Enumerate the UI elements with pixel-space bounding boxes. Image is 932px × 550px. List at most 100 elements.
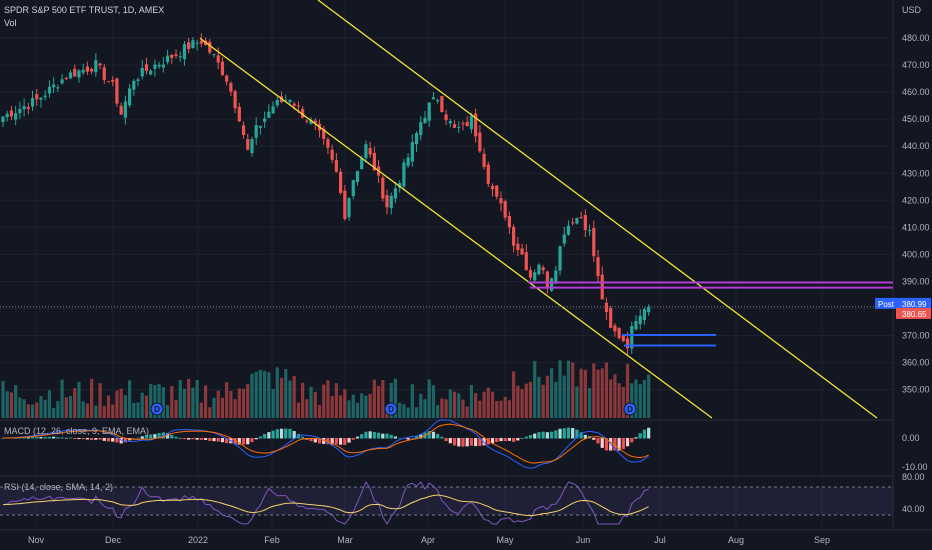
volume-bar: [225, 382, 229, 418]
candle-body: [191, 40, 195, 49]
candle-body: [258, 125, 263, 128]
price-tick-label: 400.00: [902, 249, 930, 259]
macd-histogram-bar: [385, 433, 389, 439]
macd-histogram-bar: [140, 436, 144, 439]
candle-body: [609, 308, 613, 328]
macd-histogram-bar: [73, 438, 77, 439]
volume-bars: [1, 360, 651, 418]
volume-bar: [313, 391, 317, 418]
macd-histogram-bar: [381, 433, 385, 439]
macd-histogram-bar: [490, 438, 495, 444]
rsi-tick-label: 80.00: [902, 472, 925, 482]
macd-histogram-bar: [457, 438, 461, 447]
time-tick-label: May: [496, 535, 514, 545]
volume-bar: [566, 360, 571, 418]
dividend-marker-label: D: [388, 405, 394, 414]
macd-histogram-bar: [187, 438, 191, 440]
macd-histogram-bar: [246, 438, 250, 445]
last-badge-bg: [896, 307, 931, 319]
candle-body: [571, 222, 575, 224]
macd-histogram-bar: [64, 437, 68, 439]
volume-bar: [347, 400, 351, 418]
macd-histogram-bar: [301, 436, 305, 439]
volume-bar: [440, 398, 444, 418]
candle-body: [520, 248, 524, 255]
macd-histogram-bar: [35, 436, 39, 439]
volume-bar: [237, 388, 241, 418]
macd-histogram-bar: [461, 438, 465, 447]
volume-bar: [587, 388, 592, 418]
macd-histogram-bar: [393, 436, 398, 439]
volume-bar: [419, 393, 423, 418]
candle-body: [545, 271, 549, 289]
candle-body: [233, 91, 237, 109]
macd-histogram-bar: [119, 438, 123, 444]
macd-histogram-bar: [520, 437, 524, 439]
macd-title[interactable]: MACD (12, 26, close, 9, EMA, EMA): [4, 426, 150, 436]
candle-body: [499, 198, 503, 204]
candle-body: [402, 162, 406, 187]
candle-body: [30, 98, 35, 107]
rsi-ma-line: [2, 494, 649, 517]
volume-bar: [621, 386, 625, 418]
volume-bar: [254, 371, 258, 418]
rsi-title[interactable]: RSI (14, close, SMA, 14, 2): [4, 482, 114, 492]
macd-histogram-bar: [326, 438, 330, 445]
macd-histogram-bar: [604, 438, 609, 451]
macd-histogram-bar: [81, 438, 85, 440]
candle-body: [292, 103, 296, 106]
macd-histogram-bar: [474, 438, 478, 447]
macd-histogram-bar: [638, 433, 642, 439]
volume-bar: [258, 369, 263, 418]
macd-histogram-bar: [317, 438, 322, 444]
macd-histogram-bar: [322, 438, 326, 444]
volume-bar: [267, 372, 271, 418]
candle-body: [495, 185, 499, 197]
candle-body: [393, 188, 398, 199]
volume-bar: [115, 390, 119, 418]
volume-bar: [102, 405, 106, 418]
candle-body: [469, 115, 474, 130]
candle-body: [634, 321, 638, 330]
volume-bar: [220, 397, 225, 418]
volume-bar: [457, 393, 461, 418]
symbol-title[interactable]: SPDR S&P 500 ETF TRUST, 1D, AMEX: [4, 5, 165, 15]
volume-bar: [60, 379, 64, 418]
macd-histogram-bar: [182, 438, 187, 440]
candle-body: [220, 61, 225, 76]
candle-body: [427, 102, 431, 121]
volume-bar: [486, 387, 490, 418]
candle-body: [267, 111, 271, 118]
volume-bar: [474, 393, 478, 418]
candle-body: [301, 109, 305, 118]
volume-bar: [533, 361, 537, 418]
time-tick-label: 2022: [188, 535, 208, 545]
macd-histogram-bar: [52, 436, 56, 439]
rsi-line: [2, 480, 649, 526]
macd-histogram-bar: [452, 438, 457, 446]
price-tick-label: 470.00: [902, 60, 930, 70]
candle-body: [541, 267, 545, 271]
candle-body: [562, 234, 566, 244]
volume-bar: [22, 399, 26, 418]
volume-bar: [119, 388, 123, 418]
macd-histogram-bar: [144, 434, 149, 439]
macd-tick-label: 0.00: [902, 433, 920, 443]
candle-body: [128, 88, 132, 106]
macd-histogram-bar: [419, 434, 423, 439]
volume-bar: [144, 395, 149, 418]
macd-histogram-bar: [220, 438, 225, 443]
candle-body: [77, 70, 81, 78]
macd-histogram-bar: [355, 436, 360, 439]
volume-bar: [427, 379, 431, 418]
candle-body: [448, 120, 452, 124]
volume-bar: [334, 383, 338, 418]
volume-bar: [233, 399, 237, 418]
macd-histogram-bar: [161, 432, 165, 439]
price-tick-label: 450.00: [902, 114, 930, 124]
volume-bar: [393, 378, 398, 418]
macd-histogram-bar: [571, 428, 575, 439]
dividend-marker-label: D: [154, 405, 160, 414]
